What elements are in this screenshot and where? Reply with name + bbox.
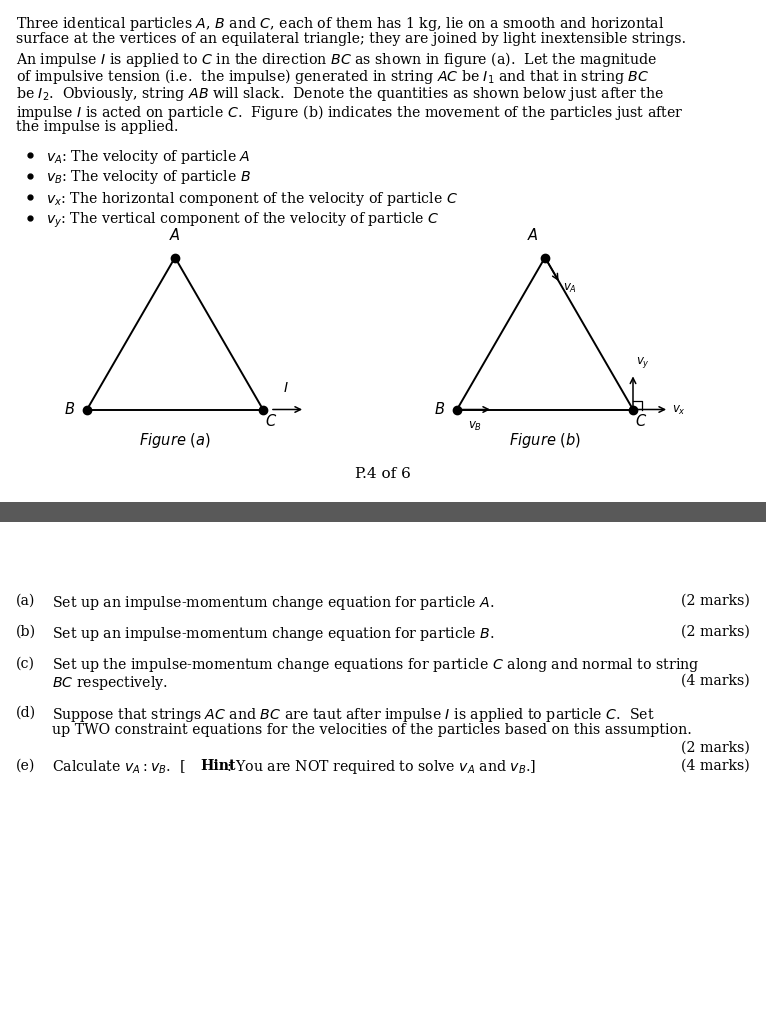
Text: Calculate $v_A : v_B$.  [: Calculate $v_A : v_B$. [	[52, 759, 185, 776]
Text: Suppose that strings $AC$ and $BC$ are taut after impulse $I$ is applied to part: Suppose that strings $AC$ and $BC$ are t…	[52, 706, 654, 724]
Text: $B$: $B$	[64, 401, 75, 418]
Text: of impulsive tension (i.e.  the impulse) generated in string $AC$ be $I_1$ and t: of impulsive tension (i.e. the impulse) …	[16, 68, 649, 86]
Text: $\it{Figure\ (b)}$: $\it{Figure\ (b)}$	[509, 431, 581, 451]
Text: $C$: $C$	[635, 414, 647, 429]
Text: $v_x$: $v_x$	[672, 403, 686, 417]
Text: (c): (c)	[16, 656, 35, 671]
Text: the impulse is applied.: the impulse is applied.	[16, 120, 178, 134]
Text: (e): (e)	[16, 759, 35, 772]
Text: (2 marks): (2 marks)	[681, 740, 750, 755]
Text: $v_B$: $v_B$	[468, 420, 482, 432]
Text: Hint: Hint	[200, 759, 235, 772]
Text: : You are NOT required to solve $v_A$ and $v_B$.]: : You are NOT required to solve $v_A$ an…	[226, 759, 536, 776]
Text: Three identical particles $A$, $B$ and $C$, each of them has 1 kg, lie on a smoo: Three identical particles $A$, $B$ and $…	[16, 15, 664, 33]
Text: $B$: $B$	[434, 401, 445, 418]
Text: impulse $I$ is acted on particle $C$.  Figure (b) indicates the movement of the : impulse $I$ is acted on particle $C$. Fi…	[16, 102, 683, 122]
Text: up TWO constraint equations for the velocities of the particles based on this as: up TWO constraint equations for the velo…	[52, 723, 692, 737]
Bar	[0, 502, 766, 521]
Text: $BC$ respectively.: $BC$ respectively.	[52, 674, 168, 692]
Text: $v_A$: The velocity of particle $A$: $v_A$: The velocity of particle $A$	[46, 147, 250, 166]
Text: $v_B$: The velocity of particle $B$: $v_B$: The velocity of particle $B$	[46, 169, 250, 186]
Text: (a): (a)	[16, 594, 35, 607]
Text: (4 marks): (4 marks)	[681, 674, 750, 688]
Text: $v_x$: The horizontal component of the velocity of particle $C$: $v_x$: The horizontal component of the v…	[46, 189, 458, 208]
Text: $v_y$: The vertical component of the velocity of particle $C$: $v_y$: The vertical component of the vel…	[46, 211, 440, 229]
Text: $v_y$: $v_y$	[636, 355, 650, 371]
Text: An impulse $I$ is applied to $C$ in the direction $BC$ as shown in figure (a).  : An impulse $I$ is applied to $C$ in the …	[16, 50, 657, 69]
Text: Set up an impulse-momentum change equation for particle $B$.: Set up an impulse-momentum change equati…	[52, 625, 494, 643]
Text: (2 marks): (2 marks)	[681, 594, 750, 607]
Text: Set up an impulse-momentum change equation for particle $A$.: Set up an impulse-momentum change equati…	[52, 594, 494, 611]
Text: $v_A$: $v_A$	[563, 282, 577, 295]
Text: $A$: $A$	[169, 226, 181, 243]
Text: Set up the impulse-momentum change equations for particle $C$ along and normal t: Set up the impulse-momentum change equat…	[52, 656, 699, 675]
Text: (2 marks): (2 marks)	[681, 625, 750, 639]
Text: be $I_2$.  Obviously, string $AB$ will slack.  Denote the quantities as shown be: be $I_2$. Obviously, string $AB$ will sl…	[16, 85, 664, 103]
Text: surface at the vertices of an equilateral triangle; they are joined by light ine: surface at the vertices of an equilatera…	[16, 33, 686, 46]
Text: (d): (d)	[16, 706, 36, 720]
Text: (4 marks): (4 marks)	[681, 759, 750, 772]
Text: $A$: $A$	[527, 226, 539, 243]
Text: $\it{Figure\ (a)}$: $\it{Figure\ (a)}$	[139, 431, 211, 451]
Text: (b): (b)	[16, 625, 36, 639]
Text: $C$: $C$	[265, 414, 277, 429]
Text: $I$: $I$	[283, 382, 288, 395]
Text: P.4 of 6: P.4 of 6	[355, 468, 411, 481]
